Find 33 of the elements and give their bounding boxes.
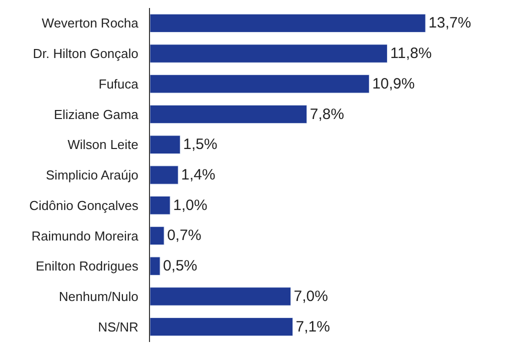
y-tick-label: Fufuca (98, 76, 140, 92)
bar (150, 226, 164, 246)
y-tick-label: Nenhum/Nulo (58, 289, 138, 304)
bar (150, 74, 370, 94)
data-label: 1,4% (181, 166, 216, 184)
data-label: 0,5% (163, 258, 198, 275)
y-tick-label: Simplicio Araújo (46, 168, 138, 183)
y-tick-label: Wilson Leite (68, 137, 138, 152)
data-label: 13,7% (428, 14, 472, 32)
bar (150, 287, 292, 306)
data-label: 7,0% (294, 288, 328, 305)
bar (150, 104, 308, 124)
bar (150, 135, 180, 154)
y-tick-label: Weverton Rocha (42, 16, 140, 31)
data-label: 11,8% (390, 45, 432, 62)
y-tick-label: Enilton Rodrigues (36, 258, 139, 274)
data-label: 7,1% (296, 318, 330, 336)
bar (150, 14, 426, 33)
y-tick-label: Cidônio Gonçalves (29, 198, 139, 213)
bar (150, 317, 294, 336)
bar (150, 44, 388, 63)
data-label: 1,0% (173, 196, 208, 214)
y-tick-label: Eliziane Gama (54, 106, 140, 122)
bar (150, 196, 170, 215)
data-label: 7,8% (310, 106, 344, 123)
data-label: 1,5% (183, 136, 218, 154)
y-tick-label: Raimundo Moreira (31, 228, 140, 244)
bar (150, 256, 160, 276)
y-tick-label: Dr. Hilton Gonçalo (32, 46, 138, 62)
data-label: 0,7% (167, 227, 202, 244)
y-tick-label: NS/NR (98, 319, 138, 334)
data-label: 10,9% (372, 75, 415, 92)
bar (150, 166, 178, 184)
